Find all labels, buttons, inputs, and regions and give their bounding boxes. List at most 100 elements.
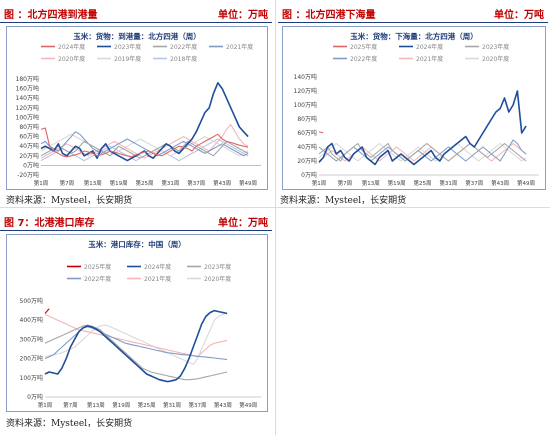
y-tick-label: 40万吨 xyxy=(19,142,39,150)
x-tick-label: 第31周 xyxy=(161,179,179,187)
y-tick-label: 100万吨 xyxy=(20,374,43,382)
panel-1-chart-svg: 玉米：货物：到港量：北方四港（周） 2024年度 2023年度 2022年度 2021年… xyxy=(16,31,261,187)
series-line xyxy=(44,308,50,314)
y-tick-label: 0万吨 xyxy=(23,161,39,169)
x-tick-label: 第7周 xyxy=(63,401,78,409)
legend-label: 2022年度 xyxy=(350,55,377,63)
x-tick-label: 第1周 xyxy=(312,179,327,187)
panel-3-source: 资料来源：Mysteel，长安期货 xyxy=(6,419,133,429)
panel-2-chart-svg: 玉米：货物：下海量：北方四港（周） 2025年度 2024年度 2023年度 2022年… xyxy=(294,31,539,187)
x-tick-label: 第37周 xyxy=(187,179,205,187)
panel-3-unit: 单位：万吨 xyxy=(218,218,268,229)
chart-title: 玉米：货物：下海量：北方四港（周） xyxy=(350,31,478,41)
panel-3-chart-svg: 玉米：港口库存：中国（周） 2025年度 2024年度 2023年度 2022年度 202… xyxy=(20,239,261,409)
series-line xyxy=(318,90,527,166)
series-line xyxy=(40,127,249,158)
x-tick-label: 第13周 xyxy=(362,179,380,187)
legend-label: 2020年度 xyxy=(482,55,509,63)
x-tick-label: 第25周 xyxy=(414,179,432,187)
y-tick-label: 160万吨 xyxy=(16,85,39,93)
y-tick-label: 60万吨 xyxy=(19,133,39,141)
panel-3-chart: 玉米：港口库存：中国（周） 2025年度 2024年度 2023年度 2022年度 202… xyxy=(6,234,268,412)
panel-1-unit: 单位：万吨 xyxy=(218,10,268,21)
x-tick-label: 第19周 xyxy=(110,179,128,187)
x-tick-label: 第19周 xyxy=(388,179,406,187)
series-line xyxy=(40,140,249,159)
legend-label: 2021年度 xyxy=(144,275,171,283)
panel-divider-vertical xyxy=(275,0,276,435)
x-tick-label: 第49周 xyxy=(517,179,535,187)
chart-title: 玉米：港口库存：中国（周） xyxy=(88,239,186,249)
x-tick-label: 第37周 xyxy=(465,179,483,187)
series-line xyxy=(44,309,228,383)
legend-label: 2019年度 xyxy=(114,55,141,63)
series-line xyxy=(44,311,228,365)
legend-label: 2025年度 xyxy=(350,43,377,51)
panel-divider-horizontal xyxy=(0,207,550,208)
legend-label: 2023年度 xyxy=(114,43,141,51)
series-line xyxy=(44,324,228,381)
y-tick-label: 200万吨 xyxy=(20,355,43,363)
panel-2-title: 图 ：北方四港下海量 xyxy=(282,10,376,21)
panel-1-chart: 玉米：货物：到港量：北方四港（周） 2024年度 2023年度 2022年度 2021年… xyxy=(6,26,268,190)
y-tick-label: 400万吨 xyxy=(20,316,43,324)
y-tick-label: 80万吨 xyxy=(297,115,317,123)
chart-title: 玉米：货物：到港量：北方四港（周） xyxy=(73,31,201,41)
series-line xyxy=(40,133,249,157)
x-tick-label: 第43周 xyxy=(213,179,231,187)
panel-2-source: 资料来源：Mysteel，长安期货 xyxy=(280,196,407,206)
y-tick-label: 120万吨 xyxy=(294,87,317,95)
x-tick-label: 第1周 xyxy=(38,401,53,409)
x-tick-label: 第25周 xyxy=(138,401,156,409)
panel-3-title: 图 7：北港港口库存 xyxy=(4,218,95,229)
y-tick-label: 100万吨 xyxy=(294,101,317,109)
series-line xyxy=(44,313,228,358)
y-tick-label: 500万吨 xyxy=(20,297,43,305)
series-line xyxy=(44,326,228,361)
panel-2-chart: 玉米：货物：下海量：北方四港（周） 2025年度 2024年度 2023年度 2022年… xyxy=(282,26,546,190)
y-tick-label: -20万吨 xyxy=(17,171,39,179)
y-tick-label: 60万吨 xyxy=(297,129,317,137)
y-tick-label: 120万吨 xyxy=(16,104,39,112)
y-tick-label: 180万吨 xyxy=(16,75,39,83)
x-tick-label: 第25周 xyxy=(136,179,154,187)
panel-3-header: 图 7：北港港口库存 单位：万吨 xyxy=(0,212,272,231)
x-tick-label: 第1周 xyxy=(34,179,49,187)
legend-label: 2024年度 xyxy=(58,43,85,51)
panel-2-unit: 单位：万吨 xyxy=(494,10,544,21)
x-tick-label: 第31周 xyxy=(439,179,457,187)
legend-label: 2022年度 xyxy=(84,275,111,283)
series-line xyxy=(318,142,527,162)
y-tick-label: 80万吨 xyxy=(19,123,39,131)
legend-label: 2021年度 xyxy=(416,55,443,63)
x-tick-label: 第49周 xyxy=(239,401,257,409)
panel-2-header: 图 ：北方四港下海量 单位：万吨 xyxy=(278,4,548,23)
x-tick-label: 第13周 xyxy=(84,179,102,187)
legend-label: 2024年度 xyxy=(416,43,443,51)
series-line xyxy=(318,131,324,134)
series-line xyxy=(40,81,249,162)
y-tick-label: 300万吨 xyxy=(20,335,43,343)
legend-label: 2020年度 xyxy=(204,275,231,283)
legend-label: 2022年度 xyxy=(170,43,197,51)
panel-1-source: 资料来源：Mysteel，长安期货 xyxy=(6,196,133,206)
y-tick-label: 40万吨 xyxy=(297,143,317,151)
legend-label: 2025年度 xyxy=(84,263,111,271)
series-line xyxy=(40,131,249,157)
legend-label: 2021年度 xyxy=(226,43,253,51)
y-tick-label: 20万吨 xyxy=(19,152,39,160)
x-tick-label: 第49周 xyxy=(239,179,257,187)
legend-label: 2024年度 xyxy=(144,263,171,271)
x-tick-label: 第37周 xyxy=(188,401,206,409)
x-tick-label: 第7周 xyxy=(338,179,353,187)
x-tick-label: 第13周 xyxy=(87,401,105,409)
legend-label: 2020年度 xyxy=(58,55,85,63)
y-tick-label: 20万吨 xyxy=(297,157,317,165)
series-line xyxy=(318,142,527,162)
x-tick-label: 第7周 xyxy=(60,179,75,187)
x-tick-label: 第43周 xyxy=(214,401,232,409)
y-tick-label: 100万吨 xyxy=(16,113,39,121)
panel-1-header: 图 ：北方四港到港量 单位：万吨 xyxy=(0,4,272,23)
legend-label: 2023年度 xyxy=(204,263,231,271)
panel-1-title: 图 ：北方四港到港量 xyxy=(4,10,98,21)
